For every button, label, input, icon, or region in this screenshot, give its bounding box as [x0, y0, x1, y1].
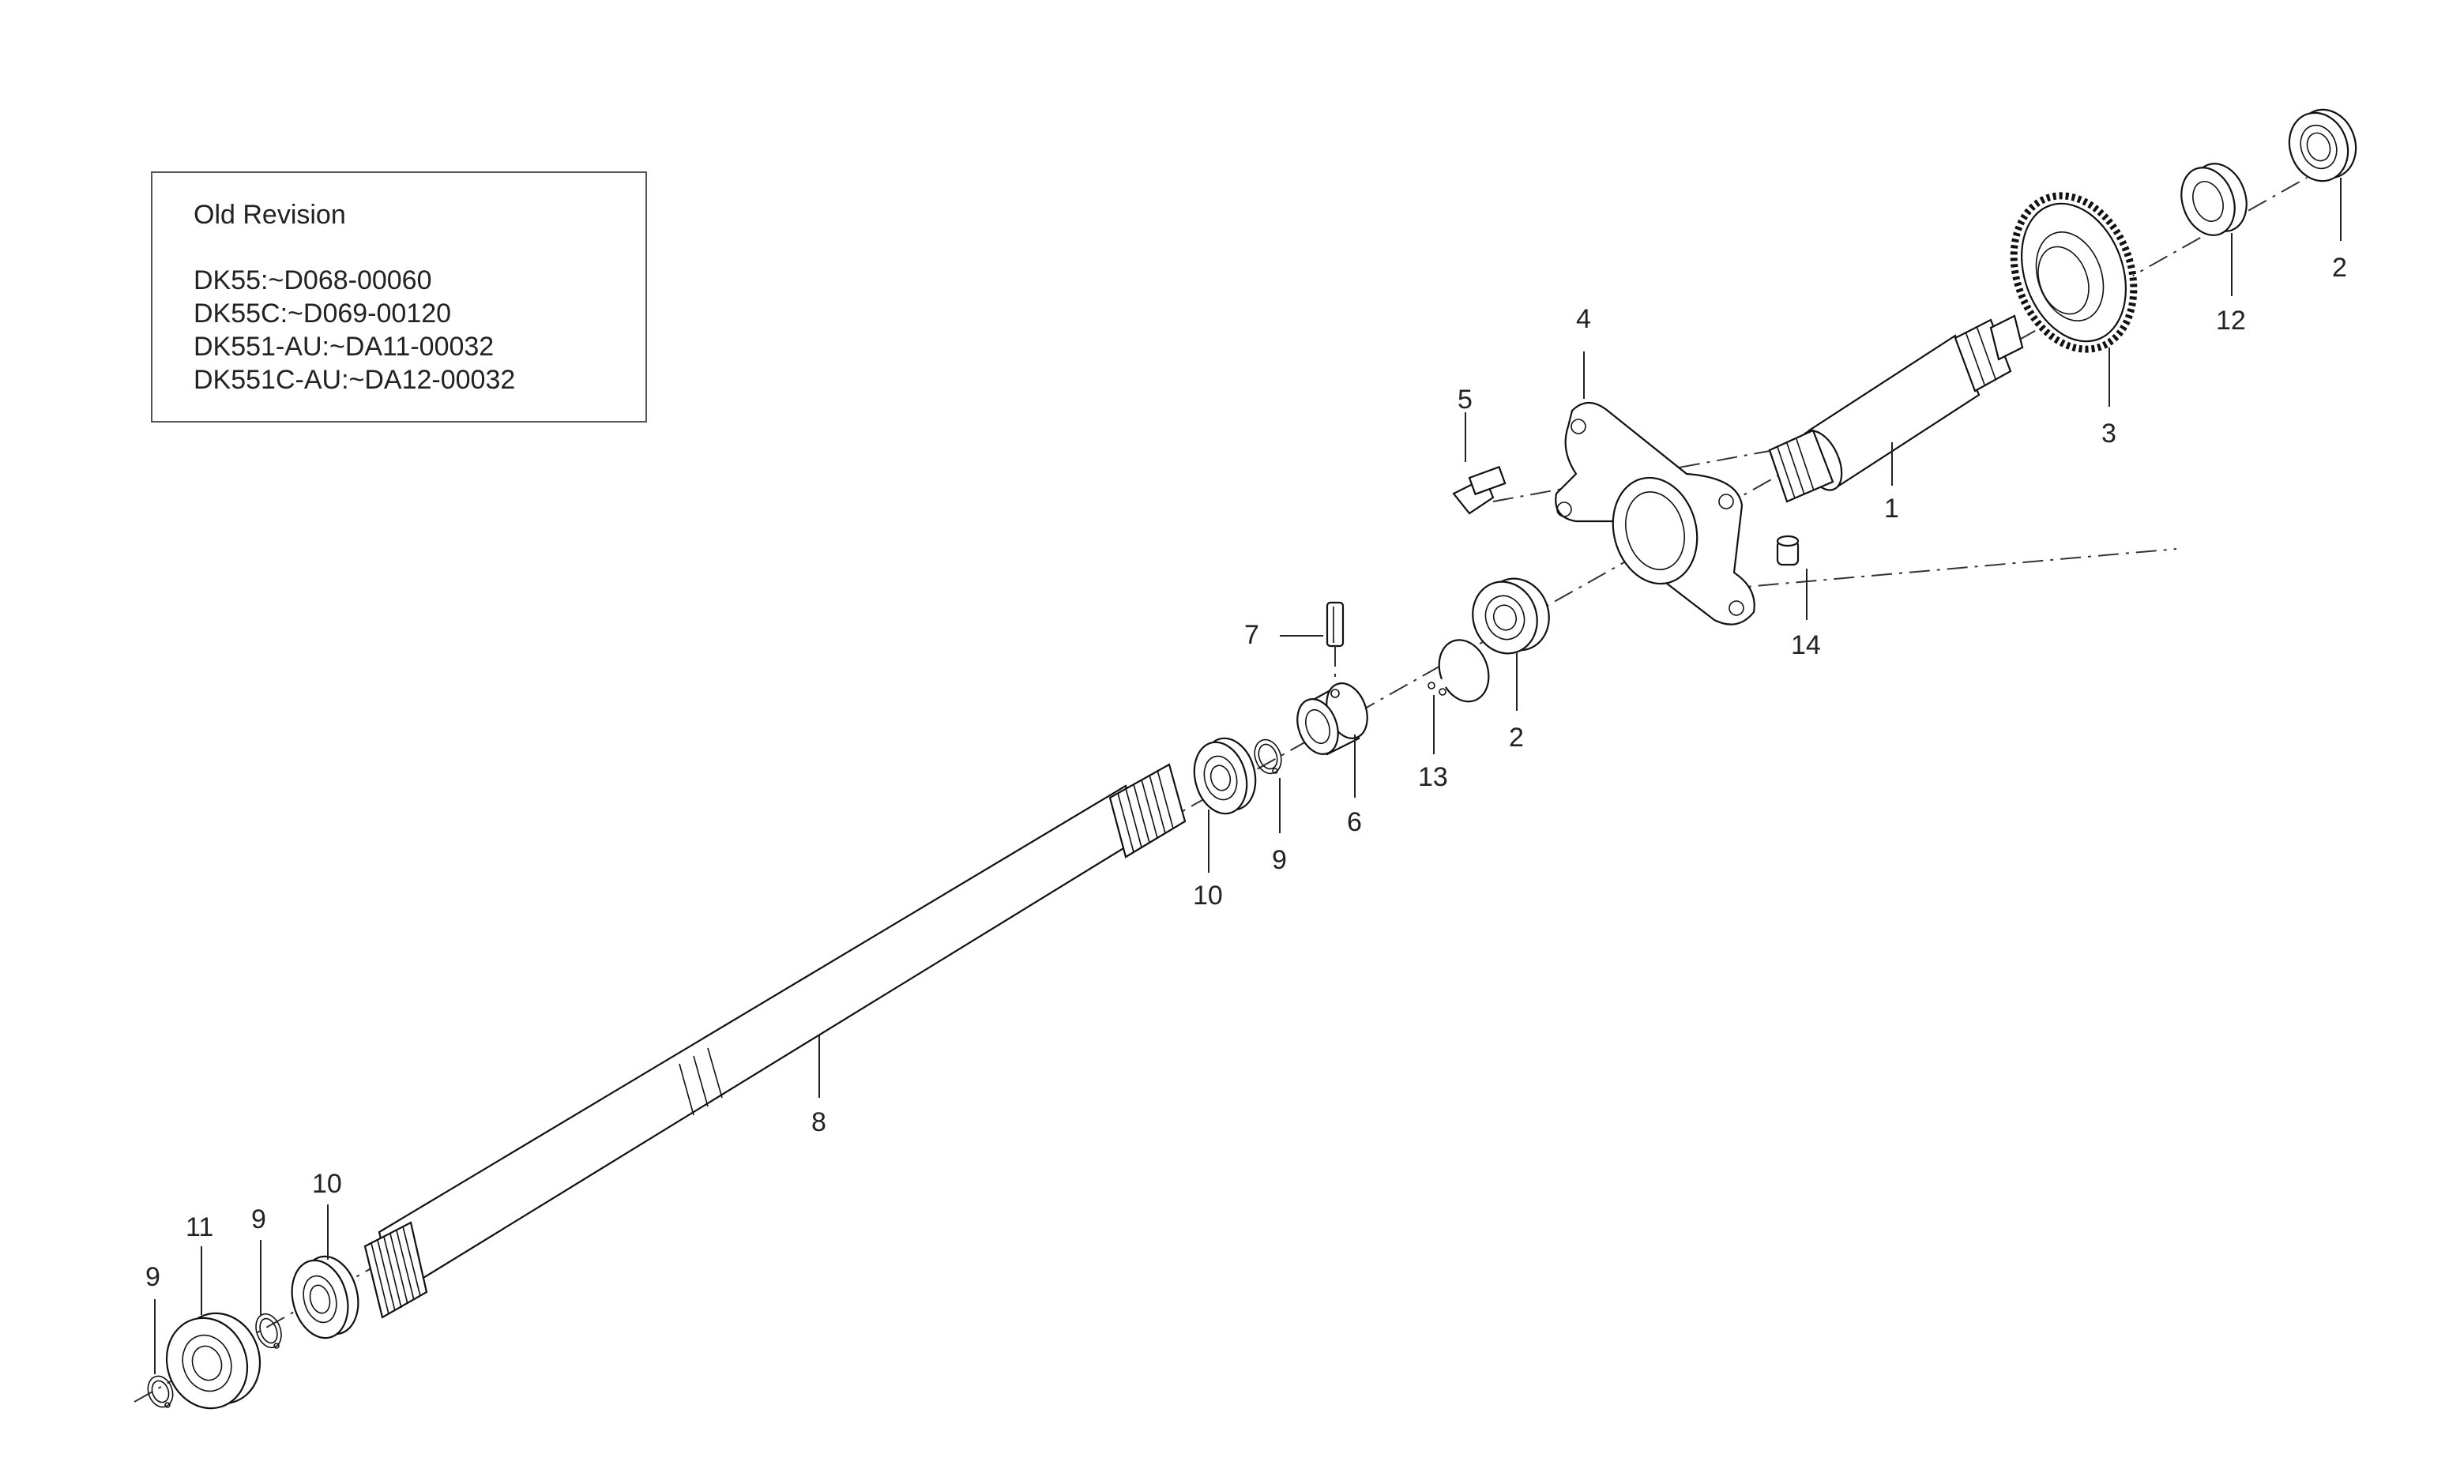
revision-note-line: DK55:~D068-00060	[194, 265, 432, 295]
bolt-icon	[1452, 465, 1507, 515]
callout-12: 12	[2216, 306, 2246, 336]
ball-bearing-icon	[1193, 737, 1257, 815]
callout-9: 9	[145, 1262, 160, 1292]
dowel-pin-icon	[1776, 535, 1800, 566]
spur-gear-icon	[2010, 192, 2138, 353]
callout-labels: 1 2 2 3 4 5 6 7 8 9 9 9 10 10 11 12 13 1…	[145, 253, 2347, 1292]
callout-13: 13	[1418, 762, 1448, 792]
callout-2: 2	[2332, 253, 2347, 283]
callout-14: 14	[1791, 630, 1821, 660]
spring-pin-icon	[1326, 601, 1345, 683]
revision-note-title: Old Revision	[194, 200, 346, 230]
callout-9: 9	[1272, 845, 1287, 875]
callout-10: 10	[1193, 881, 1223, 911]
callout-7: 7	[1244, 620, 1259, 650]
snap-ring-icon	[1254, 738, 1282, 775]
leader-lines	[154, 178, 2342, 1374]
callout-2: 2	[1509, 723, 1524, 753]
snap-ring-icon	[255, 1313, 282, 1349]
callout-1: 1	[1884, 494, 1899, 524]
revision-note-line: DK55C:~D069-00120	[194, 299, 451, 329]
dowel-axis-line	[1682, 548, 2177, 593]
ball-bearing-icon	[1472, 577, 1550, 655]
revision-note-box: Old Revision DK55:~D068-00060 DK55C:~D06…	[151, 171, 647, 423]
callout-9: 9	[251, 1204, 266, 1234]
collar-icon	[2180, 163, 2248, 236]
long-shaft-icon	[363, 763, 1187, 1319]
callout-3: 3	[2101, 419, 2116, 449]
callout-4: 4	[1576, 304, 1591, 334]
revision-note-line: DK551C-AU:~DA12-00032	[194, 365, 515, 395]
bearing-housing-flange-icon	[1555, 401, 1755, 626]
spline-shaft-icon	[1768, 314, 2024, 503]
callout-10: 10	[312, 1169, 342, 1199]
callout-8: 8	[811, 1107, 826, 1137]
ball-bearing-icon	[165, 1312, 261, 1410]
revision-note-line: DK551-AU:~DA11-00032	[194, 332, 494, 362]
callout-6: 6	[1347, 807, 1362, 837]
internal-snap-ring-icon	[1428, 639, 1490, 703]
ball-bearing-icon	[2288, 108, 2357, 182]
callout-5: 5	[1458, 385, 1473, 415]
snap-ring-icon	[147, 1375, 174, 1408]
coupling-sleeve-icon	[1296, 682, 1368, 756]
ball-bearing-icon	[291, 1255, 359, 1339]
callout-11: 11	[186, 1212, 213, 1242]
